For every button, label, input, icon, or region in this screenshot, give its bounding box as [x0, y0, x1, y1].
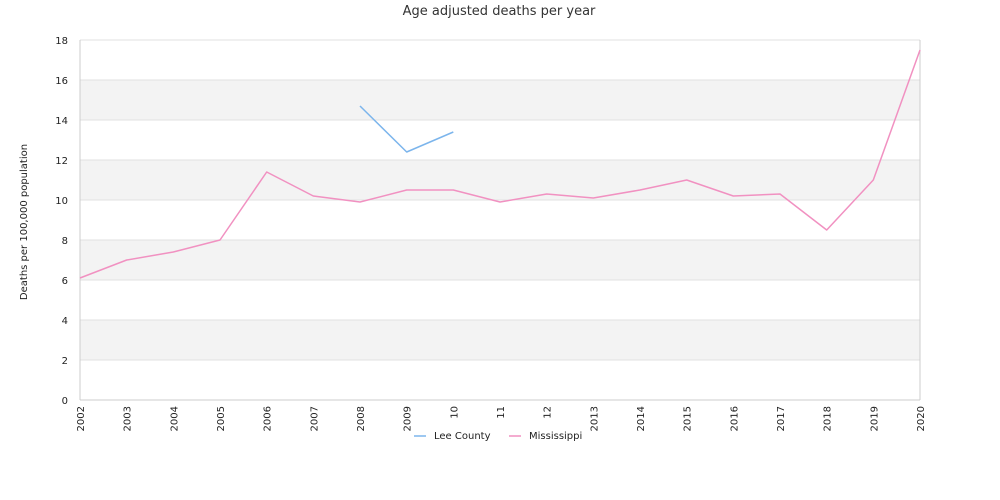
series-lines	[79, 49, 921, 279]
x-tick-label: 2014	[636, 406, 647, 431]
y-tick-label: 8	[62, 236, 68, 247]
plot-band	[80, 80, 920, 120]
x-tick-label: 2002	[76, 406, 87, 431]
x-tick-labels: 2002 2003 2004 2005 2006 2007 2008 2009 10 11 12 20…	[76, 406, 927, 431]
x-tick-label: 2015	[683, 406, 694, 431]
plot-band	[80, 160, 920, 200]
y-tick-label: 12	[55, 156, 68, 167]
x-tick-label: 2016	[729, 406, 740, 431]
y-tick-label: 6	[62, 276, 68, 287]
gridlines	[80, 39, 920, 401]
x-tick-label: 2009	[403, 406, 414, 431]
y-tick-label: 14	[55, 116, 68, 127]
y-tick-label: 0	[62, 396, 68, 407]
series-line-mississippi[interactable]	[79, 49, 921, 279]
y-tick-label: 2	[62, 356, 68, 367]
y-tick-label: 16	[55, 76, 68, 87]
plot-band	[80, 240, 920, 280]
x-tick-label: 2005	[216, 406, 227, 431]
y-tick-label: 4	[62, 316, 68, 327]
legend: Lee County Mississippi	[414, 431, 582, 442]
plot-band	[80, 320, 920, 360]
x-tick-label: 2004	[169, 406, 180, 431]
x-tick-label: 2003	[123, 406, 134, 431]
x-tick-label: 12	[543, 406, 554, 419]
y-tick-label: 18	[55, 36, 68, 47]
legend-item-mississippi[interactable]: Mississippi	[509, 431, 582, 442]
x-tick-label: 2006	[263, 406, 274, 431]
plot-bands	[80, 80, 920, 360]
y-tick-label: 10	[55, 196, 68, 207]
x-tick-label: 2008	[356, 406, 367, 431]
legend-label-mississippi: Mississippi	[529, 431, 582, 442]
chart-title: Age adjusted deaths per year	[403, 4, 596, 19]
x-tick-label: 10	[449, 406, 460, 419]
legend-item-lee-county[interactable]: Lee County	[414, 431, 491, 442]
x-tick-label: 11	[496, 406, 507, 419]
y-tick-labels: 0 2 4 6 8 10 12 14 16 18	[55, 36, 68, 407]
x-tick-label: 2017	[776, 406, 787, 431]
x-tick-label: 2018	[823, 406, 834, 431]
y-axis-label: Deaths per 100,000 population	[19, 144, 30, 300]
x-tick-label: 2020	[916, 406, 927, 431]
x-tick-label: 2013	[589, 406, 600, 431]
x-tick-label: 2007	[309, 406, 320, 431]
series-line-lee-county[interactable]	[359, 105, 454, 153]
legend-label-lee-county: Lee County	[434, 431, 491, 442]
x-tick-label: 2019	[869, 406, 880, 431]
